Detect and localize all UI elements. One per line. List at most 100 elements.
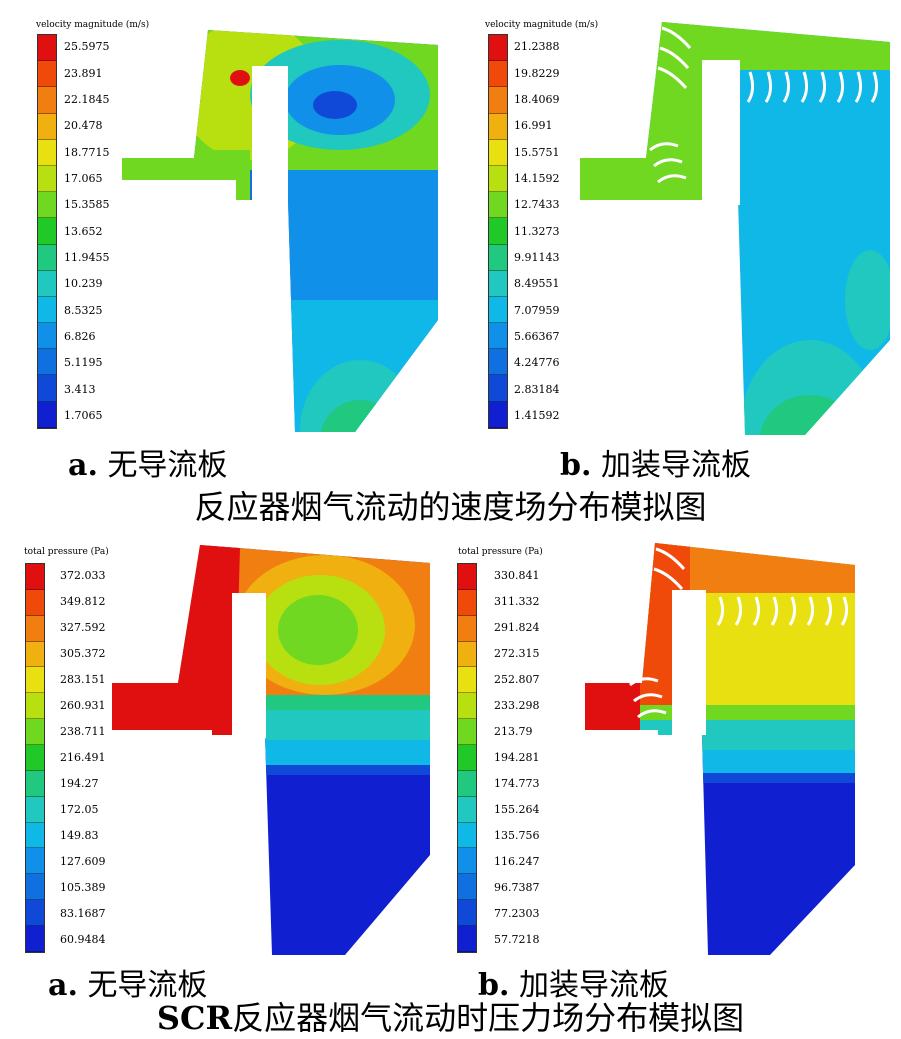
legend-tick-label: 305.372	[60, 647, 106, 660]
legend-tick-label: 330.841	[494, 569, 540, 582]
color-swatch	[26, 693, 44, 720]
caption-text: 无导流板	[87, 968, 208, 1003]
legend-tick-label: 372.033	[60, 569, 106, 582]
legend-title: velocity magnitude (m/s)	[485, 20, 599, 30]
legend-tick-label: 216.491	[60, 751, 106, 764]
color-swatch	[458, 745, 476, 771]
legend-tick-label: 116.247	[494, 855, 540, 868]
legend-tick-label: 238.711	[60, 725, 106, 738]
legend-tick-label: 11.3273	[514, 224, 560, 238]
color-swatch	[26, 770, 44, 797]
color-swatch	[26, 900, 44, 927]
caption-text: 无导流板	[107, 448, 228, 483]
legend-tick-label: 77.2303	[494, 907, 540, 920]
legend-tick-label: 2.83184	[514, 382, 560, 396]
color-swatch	[38, 61, 56, 88]
legend-tick-label: 311.332	[494, 595, 540, 608]
legend-tick-label: 5.1195	[64, 356, 103, 370]
legend-tick-label: 60.9484	[60, 933, 106, 946]
color-scale-bar	[457, 563, 477, 953]
caption-text: 加装导流板	[600, 448, 751, 483]
color-swatch	[26, 667, 44, 694]
color-swatch	[489, 139, 507, 166]
caption-text: 加装导流板	[518, 968, 669, 1003]
legend-tick-label: 10.239	[64, 277, 103, 291]
color-swatch	[26, 719, 44, 746]
legend-tick-label: 291.824	[494, 621, 540, 634]
legend-tick-label: 272.315	[494, 647, 540, 660]
color-scale-bar	[488, 34, 508, 429]
color-swatch	[38, 375, 56, 402]
color-swatch	[458, 796, 476, 823]
legend-tick-label: 252.807	[494, 673, 540, 686]
figure1-title: 反应器烟气流动的速度场分布模拟图	[194, 488, 707, 526]
color-swatch	[26, 564, 44, 590]
color-swatch	[489, 87, 507, 114]
caption-a: a. 无导流板	[48, 960, 207, 1004]
color-swatch	[26, 848, 44, 875]
legend-title: total pressure (Pa)	[458, 547, 543, 557]
legend-tick-label: 1.41592	[514, 408, 560, 422]
caption-b: b. 加装导流板	[478, 960, 669, 1004]
color-swatch	[458, 564, 476, 590]
legend-tick-label: 105.389	[60, 881, 106, 894]
color-swatch	[38, 165, 56, 193]
color-swatch	[489, 401, 507, 428]
legend-tick-label: 194.281	[494, 751, 540, 764]
pressure-contour-with-baffles	[585, 543, 855, 955]
legend-tick-label: 174.773	[494, 777, 540, 790]
color-swatch	[489, 349, 507, 376]
figure2-title: SCR反应器烟气流动时压力场分布模拟图	[0, 993, 901, 1039]
color-swatch	[489, 218, 507, 245]
legend-tick-label: 15.3585	[64, 198, 110, 212]
legend-tick-label: 1.7065	[64, 408, 103, 422]
color-swatch	[38, 113, 56, 140]
color-swatch	[458, 693, 476, 720]
color-swatch	[489, 375, 507, 402]
color-swatch	[38, 35, 56, 62]
caption-letter: a.	[48, 968, 78, 1003]
color-swatch	[458, 874, 476, 901]
pressure-panel-b: total pressure (Pa) b. 加装导流板 330.8	[450, 535, 901, 1003]
color-swatch	[489, 244, 507, 271]
legend-tick-label: 7.07959	[514, 303, 560, 317]
color-swatch	[458, 900, 476, 927]
legend-tick-label: 21.2388	[514, 40, 560, 54]
color-scale-bar	[37, 34, 57, 429]
color-swatch	[458, 667, 476, 694]
legend-tick-label: 4.24776	[514, 356, 560, 370]
color-swatch	[458, 641, 476, 668]
legend-tick-label: 13.652	[64, 224, 103, 238]
legend-tick-label: 349.812	[60, 595, 106, 608]
color-swatch	[38, 244, 56, 271]
color-swatch	[38, 296, 56, 324]
legend-tick-label: 18.7715	[64, 145, 110, 159]
velocity-contour-no-baffles	[122, 30, 438, 432]
color-swatch	[489, 270, 507, 297]
legend-tick-label: 327.592	[60, 621, 106, 634]
legend-tick-label: 135.756	[494, 829, 540, 842]
color-swatch	[26, 822, 44, 849]
color-swatch	[26, 874, 44, 901]
figure2-title-text: 反应器烟气流动时压力场分布模拟图	[232, 999, 745, 1037]
legend-tick-label: 15.5751	[514, 145, 560, 159]
legend-tick-label: 16.991	[514, 119, 553, 133]
color-scale-bar	[25, 563, 45, 953]
caption-letter: a.	[68, 448, 98, 483]
legend-tick-label: 283.151	[60, 673, 106, 686]
color-swatch	[458, 589, 476, 616]
legend-tick-label: 96.7387	[494, 881, 540, 894]
legend-tick-label: 213.79	[494, 725, 533, 738]
legend-tick-label: 149.83	[60, 829, 99, 842]
legend-tick-label: 6.826	[64, 329, 96, 343]
caption-letter: b.	[560, 448, 592, 483]
color-swatch	[489, 61, 507, 88]
color-swatch	[458, 719, 476, 746]
color-swatch	[26, 615, 44, 642]
legend-tick-label: 57.7218	[494, 933, 540, 946]
legend-tick-label: 17.065	[64, 171, 103, 185]
legend-tick-label: 155.264	[494, 803, 540, 816]
color-swatch	[458, 770, 476, 797]
legend-tick-label: 8.5325	[64, 303, 103, 317]
legend-tick-label: 23.891	[64, 66, 103, 80]
